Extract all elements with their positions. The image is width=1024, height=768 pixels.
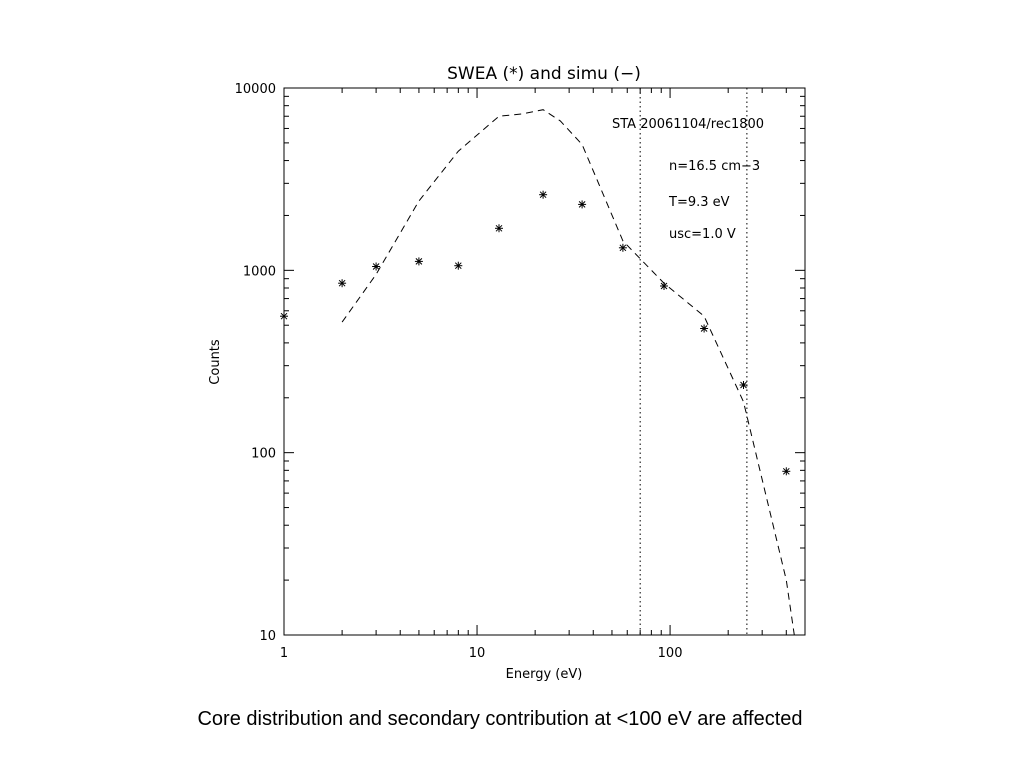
x-tick-label: 1 bbox=[280, 646, 288, 661]
x-tick-label: 10 bbox=[469, 646, 486, 661]
y-axis-label: Counts bbox=[208, 339, 223, 385]
asterisk-stroke bbox=[338, 279, 346, 287]
vertical-reference-lines bbox=[639, 88, 748, 635]
swea-data-point bbox=[280, 312, 288, 321]
y-tick-label: 10000 bbox=[235, 82, 276, 97]
x-tick-label: 100 bbox=[658, 646, 683, 661]
asterisk-stroke bbox=[782, 467, 790, 475]
slide-caption: Core distribution and secondary contribu… bbox=[197, 708, 803, 730]
data-series bbox=[280, 109, 795, 636]
chart: SWEA (*) and simu (−) 1 10 100 10 100 1000 100… bbox=[208, 64, 806, 682]
asterisk-stroke bbox=[454, 262, 462, 270]
asterisk-stroke bbox=[660, 282, 668, 290]
asterisk-stroke bbox=[415, 258, 423, 265]
annotation-density: n=16.5 cm−3 bbox=[669, 159, 760, 174]
asterisk-stroke bbox=[619, 244, 627, 252]
simu-dashed-line bbox=[341, 109, 795, 636]
asterisk-stroke bbox=[495, 224, 503, 232]
swea-data-point bbox=[539, 190, 548, 199]
asterisk-stroke bbox=[578, 201, 586, 208]
asterisk-stroke bbox=[700, 325, 708, 332]
swea-data-point bbox=[700, 324, 709, 333]
y-tick-label: 1000 bbox=[243, 264, 276, 279]
annotation-temperature: T=9.3 eV bbox=[668, 195, 730, 210]
asterisk-stroke bbox=[539, 191, 547, 199]
y-tick-label: 10 bbox=[259, 629, 276, 644]
asterisk-stroke bbox=[740, 381, 747, 389]
asterisk-stroke bbox=[372, 263, 380, 270]
swea-data-point bbox=[414, 257, 423, 266]
swea-data-point bbox=[660, 282, 668, 290]
x-axis-label: Energy (eV) bbox=[506, 667, 583, 682]
y-tick-label: 100 bbox=[251, 447, 276, 462]
swea-data-point bbox=[739, 381, 748, 389]
plot-frame bbox=[283, 87, 806, 636]
swea-data-point bbox=[454, 261, 463, 270]
asterisk-stroke bbox=[280, 312, 288, 320]
annotation-run-id: STA 20061104/rec1800 bbox=[612, 117, 764, 132]
swea-data-point bbox=[782, 467, 791, 476]
chart-title: SWEA (*) and simu (−) bbox=[447, 64, 641, 84]
swea-data-point bbox=[372, 262, 381, 271]
axes: 1 10 100 10 100 1000 10000 bbox=[235, 82, 806, 661]
swea-data-point bbox=[578, 200, 587, 209]
swea-data-point bbox=[495, 224, 503, 233]
swea-data-point bbox=[338, 279, 347, 288]
annotation-potential: usc=1.0 V bbox=[669, 227, 736, 242]
swea-data-point bbox=[618, 243, 627, 252]
